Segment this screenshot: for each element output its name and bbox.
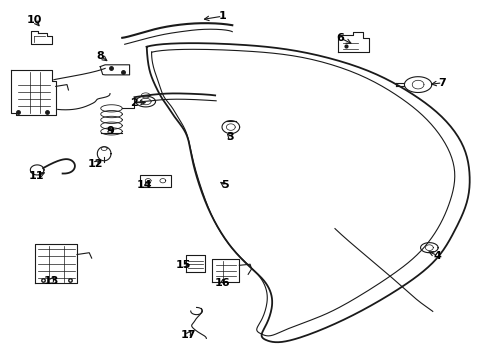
Text: 7: 7	[438, 78, 446, 88]
Polygon shape	[100, 65, 129, 75]
Text: 6: 6	[335, 33, 343, 43]
Polygon shape	[11, 70, 56, 115]
Polygon shape	[36, 244, 77, 283]
Text: 4: 4	[433, 251, 441, 261]
Text: 9: 9	[106, 126, 114, 136]
Text: 2: 2	[130, 98, 138, 108]
Text: 16: 16	[214, 278, 230, 288]
Text: 15: 15	[175, 260, 191, 270]
Text: 5: 5	[221, 180, 228, 190]
Text: 17: 17	[180, 330, 196, 340]
Polygon shape	[212, 259, 239, 282]
Polygon shape	[185, 256, 205, 271]
FancyBboxPatch shape	[140, 175, 171, 187]
Text: 11: 11	[29, 171, 44, 181]
Polygon shape	[338, 32, 368, 52]
Text: 12: 12	[87, 159, 103, 169]
Text: 8: 8	[96, 51, 104, 61]
Text: 14: 14	[136, 180, 152, 190]
Text: 1: 1	[218, 11, 226, 21]
Text: 3: 3	[225, 132, 233, 142]
Text: 10: 10	[26, 15, 42, 25]
Text: 13: 13	[43, 276, 59, 286]
